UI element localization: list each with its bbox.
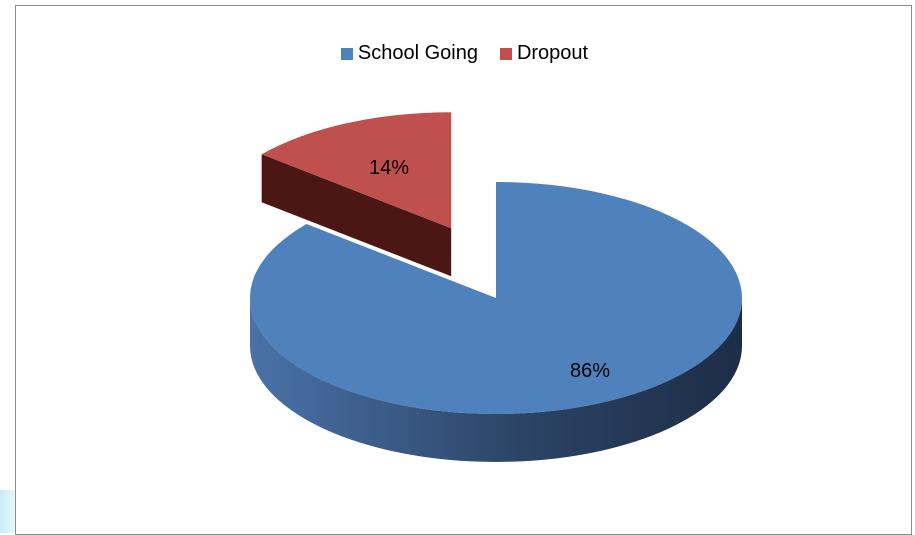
data-label-school-going: 86% [570, 360, 610, 382]
legend-swatch-dropout [499, 47, 512, 60]
legend-label-dropout: Dropout [516, 42, 589, 64]
slice-dropout [261, 112, 452, 229]
corner-accent [0, 490, 16, 533]
legend-item-school-going: School Going [340, 42, 478, 65]
slice-school-going [249, 182, 742, 414]
pie-slices [249, 112, 742, 462]
legend-label-school-going: School Going [357, 42, 478, 64]
slice-side-dropout [261, 154, 452, 277]
data-label-dropout: 14% [369, 157, 409, 179]
slice-side-school-going [250, 298, 742, 462]
pie-plot: 86% 14% [249, 112, 742, 462]
chart-area: School Going Dropout 86% 14% [15, 5, 912, 535]
legend-item-dropout: Dropout [499, 42, 589, 65]
legend-swatch-school-going [340, 47, 353, 60]
legend: School Going Dropout [16, 42, 913, 65]
